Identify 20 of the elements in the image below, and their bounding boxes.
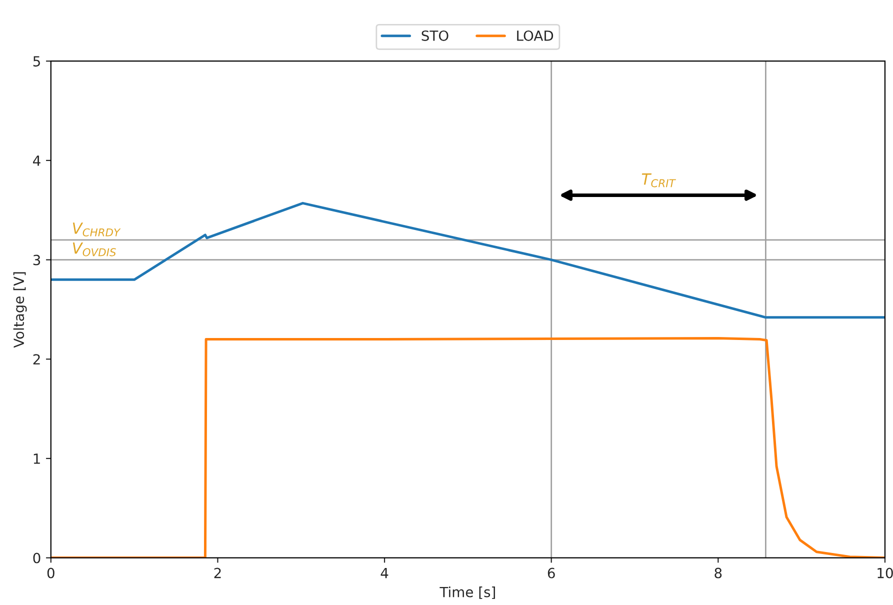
legend-label: LOAD: [517, 30, 554, 41]
x-tick-label: 0: [47, 568, 54, 578]
y-tick-label: 1: [34, 454, 40, 464]
x-axis-title: Time [s]: [440, 586, 495, 599]
annotation: T$_{CRIT}$: [642, 173, 676, 188]
line-series: [50, 202, 885, 319]
x-tick-label: 6: [548, 568, 555, 578]
y-tick-label: 4: [33, 156, 40, 166]
y-tick-label: 5: [33, 56, 40, 67]
x-tick-label: 10: [878, 568, 893, 578]
x-tick-label: 2: [214, 568, 221, 578]
x-tick-label: 8: [714, 568, 722, 578]
legend-label: STO: [422, 30, 448, 41]
y-tick-label: 3: [33, 254, 40, 266]
y-tick-label: 2: [33, 354, 40, 364]
y-tick-label: 0: [33, 552, 40, 564]
ref-line-label: V$_{OVDIS}$: [72, 242, 116, 256]
ref-line-label: V$_{CHRDY}$: [72, 222, 121, 236]
x-tick-label: 4: [380, 568, 388, 578]
y-axis-title: Voltage [V]: [13, 272, 27, 348]
